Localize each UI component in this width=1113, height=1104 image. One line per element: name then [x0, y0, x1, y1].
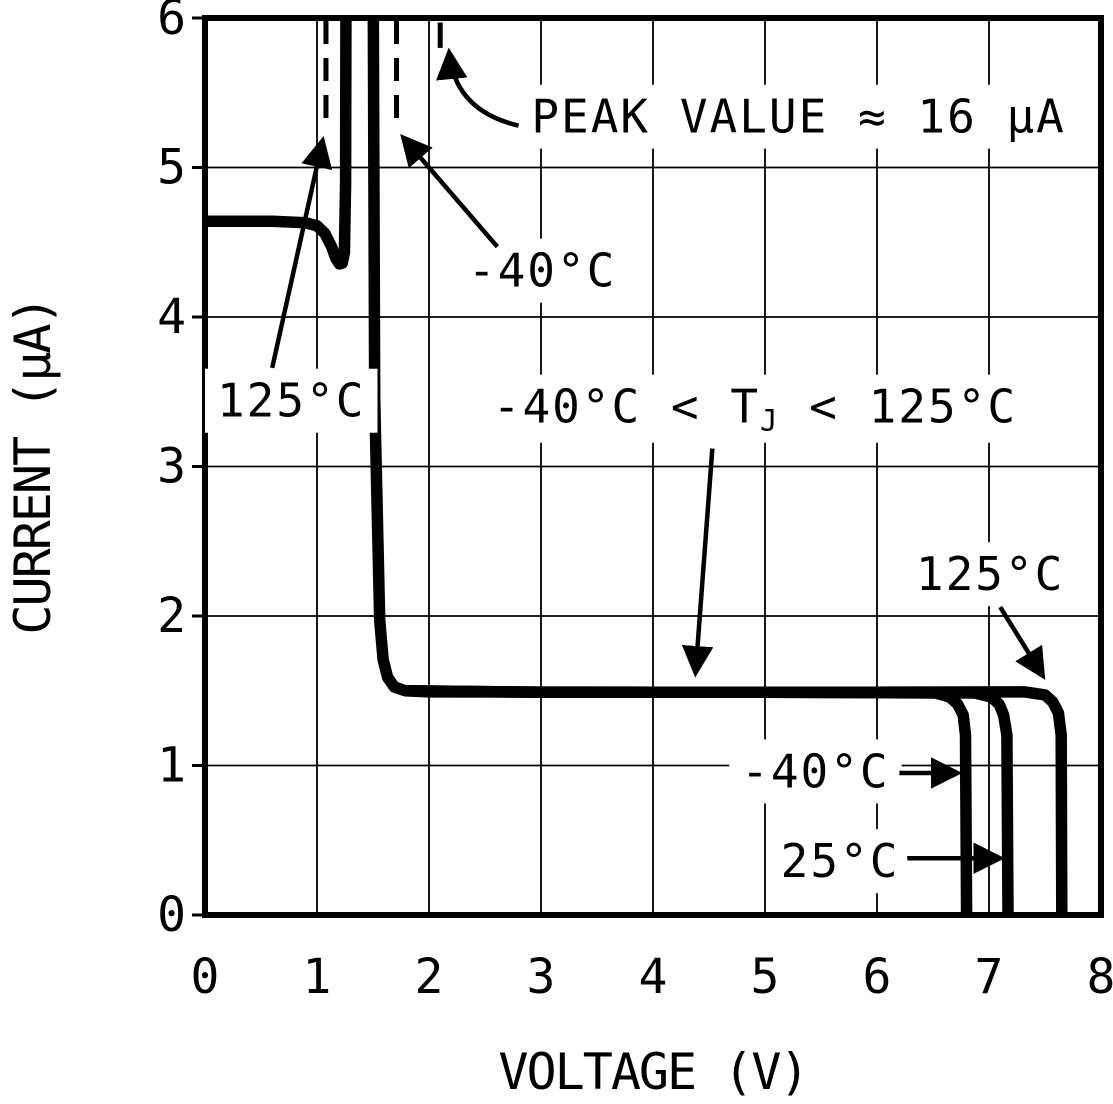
annotation-label-temp-25c-dropout: 25°C	[781, 834, 900, 888]
x-tick-label-4: 4	[639, 949, 668, 1005]
annotation-label-temp-125c-peak: 125°C	[217, 374, 365, 428]
annotation-temp-minus40c-dropout: -40°C	[729, 739, 902, 804]
x-tick-label-1: 1	[303, 949, 332, 1005]
annotation-mask-temp-minus40c-peak	[455, 238, 629, 303]
annotation-mask-temp-125c-dropout	[903, 542, 1077, 607]
annotation-mask-temp-125c-peak	[204, 368, 378, 433]
annotation-arrow-peak-value	[436, 47, 520, 128]
x-tick-label-3: 3	[527, 949, 556, 1005]
x-tick-label-7: 7	[975, 949, 1004, 1005]
annotation-temp-125c-dropout: 125°C	[903, 542, 1077, 607]
annotation-arrow-temp-minus40c-peak	[400, 134, 500, 249]
annotation-label-temp-minus40c-dropout: -40°C	[741, 744, 889, 798]
annotation-label-temp-minus40c-peak: -40°C	[468, 244, 616, 298]
y-tick-label-5: 5	[157, 140, 186, 196]
annotation-label-temp-range: -40°C < TJ < 125°C	[493, 380, 1017, 438]
annotation-temp-minus40c-peak: -40°C	[455, 238, 629, 303]
y-axis-title: CURRENT (μA)	[4, 297, 62, 634]
y-tick-label-1: 1	[157, 738, 186, 794]
annotation-mask-temp-range	[480, 374, 1030, 443]
curve-all-temps-low-voltage-plateau-and-peak	[205, 18, 352, 270]
y-tick-label-0: 0	[157, 887, 186, 943]
annotation-label-peak-value: PEAK VALUE ≈ 16 μA	[531, 90, 1066, 144]
curves	[205, 18, 1068, 915]
annotation-mask-temp-25c-dropout	[768, 829, 912, 894]
y-tick-label-2: 2	[157, 588, 186, 644]
y-tick-label-4: 4	[157, 289, 186, 345]
curve-25C-plateau-and-dropout	[406, 685, 1014, 915]
x-tick-label-0: 0	[191, 949, 220, 1005]
plot-border	[202, 15, 1104, 918]
annotation-temp-25c-dropout: 25°C	[768, 829, 912, 894]
annotation-temp-125c-peak: 125°C	[204, 368, 378, 433]
y-tick-label-6: 6	[157, 0, 186, 46]
annotation-mask-peak-value	[519, 84, 1078, 149]
annotation-temp-range: -40°C < TJ < 125°C	[480, 374, 1030, 443]
annotation-arrow-temp-125c-dropout	[998, 605, 1046, 680]
x-tick-label-5: 5	[751, 949, 780, 1005]
annotation-label-temp-125c-dropout: 125°C	[916, 547, 1064, 601]
annotation-arrow-temp-range	[681, 448, 715, 678]
x-tick-label-2: 2	[415, 949, 444, 1005]
x-tick-label-6: 6	[863, 949, 892, 1005]
annotation-peak-value: PEAK VALUE ≈ 16 μA	[519, 84, 1078, 149]
y-tick-label-3: 3	[157, 439, 186, 495]
x-tick-label-8: 8	[1087, 949, 1113, 1005]
annotation-arrow-temp-125c-peak	[270, 135, 333, 369]
x-axis-title: VOLTAGE (V)	[498, 1043, 807, 1100]
annotation-mask-temp-minus40c-dropout	[729, 739, 902, 804]
